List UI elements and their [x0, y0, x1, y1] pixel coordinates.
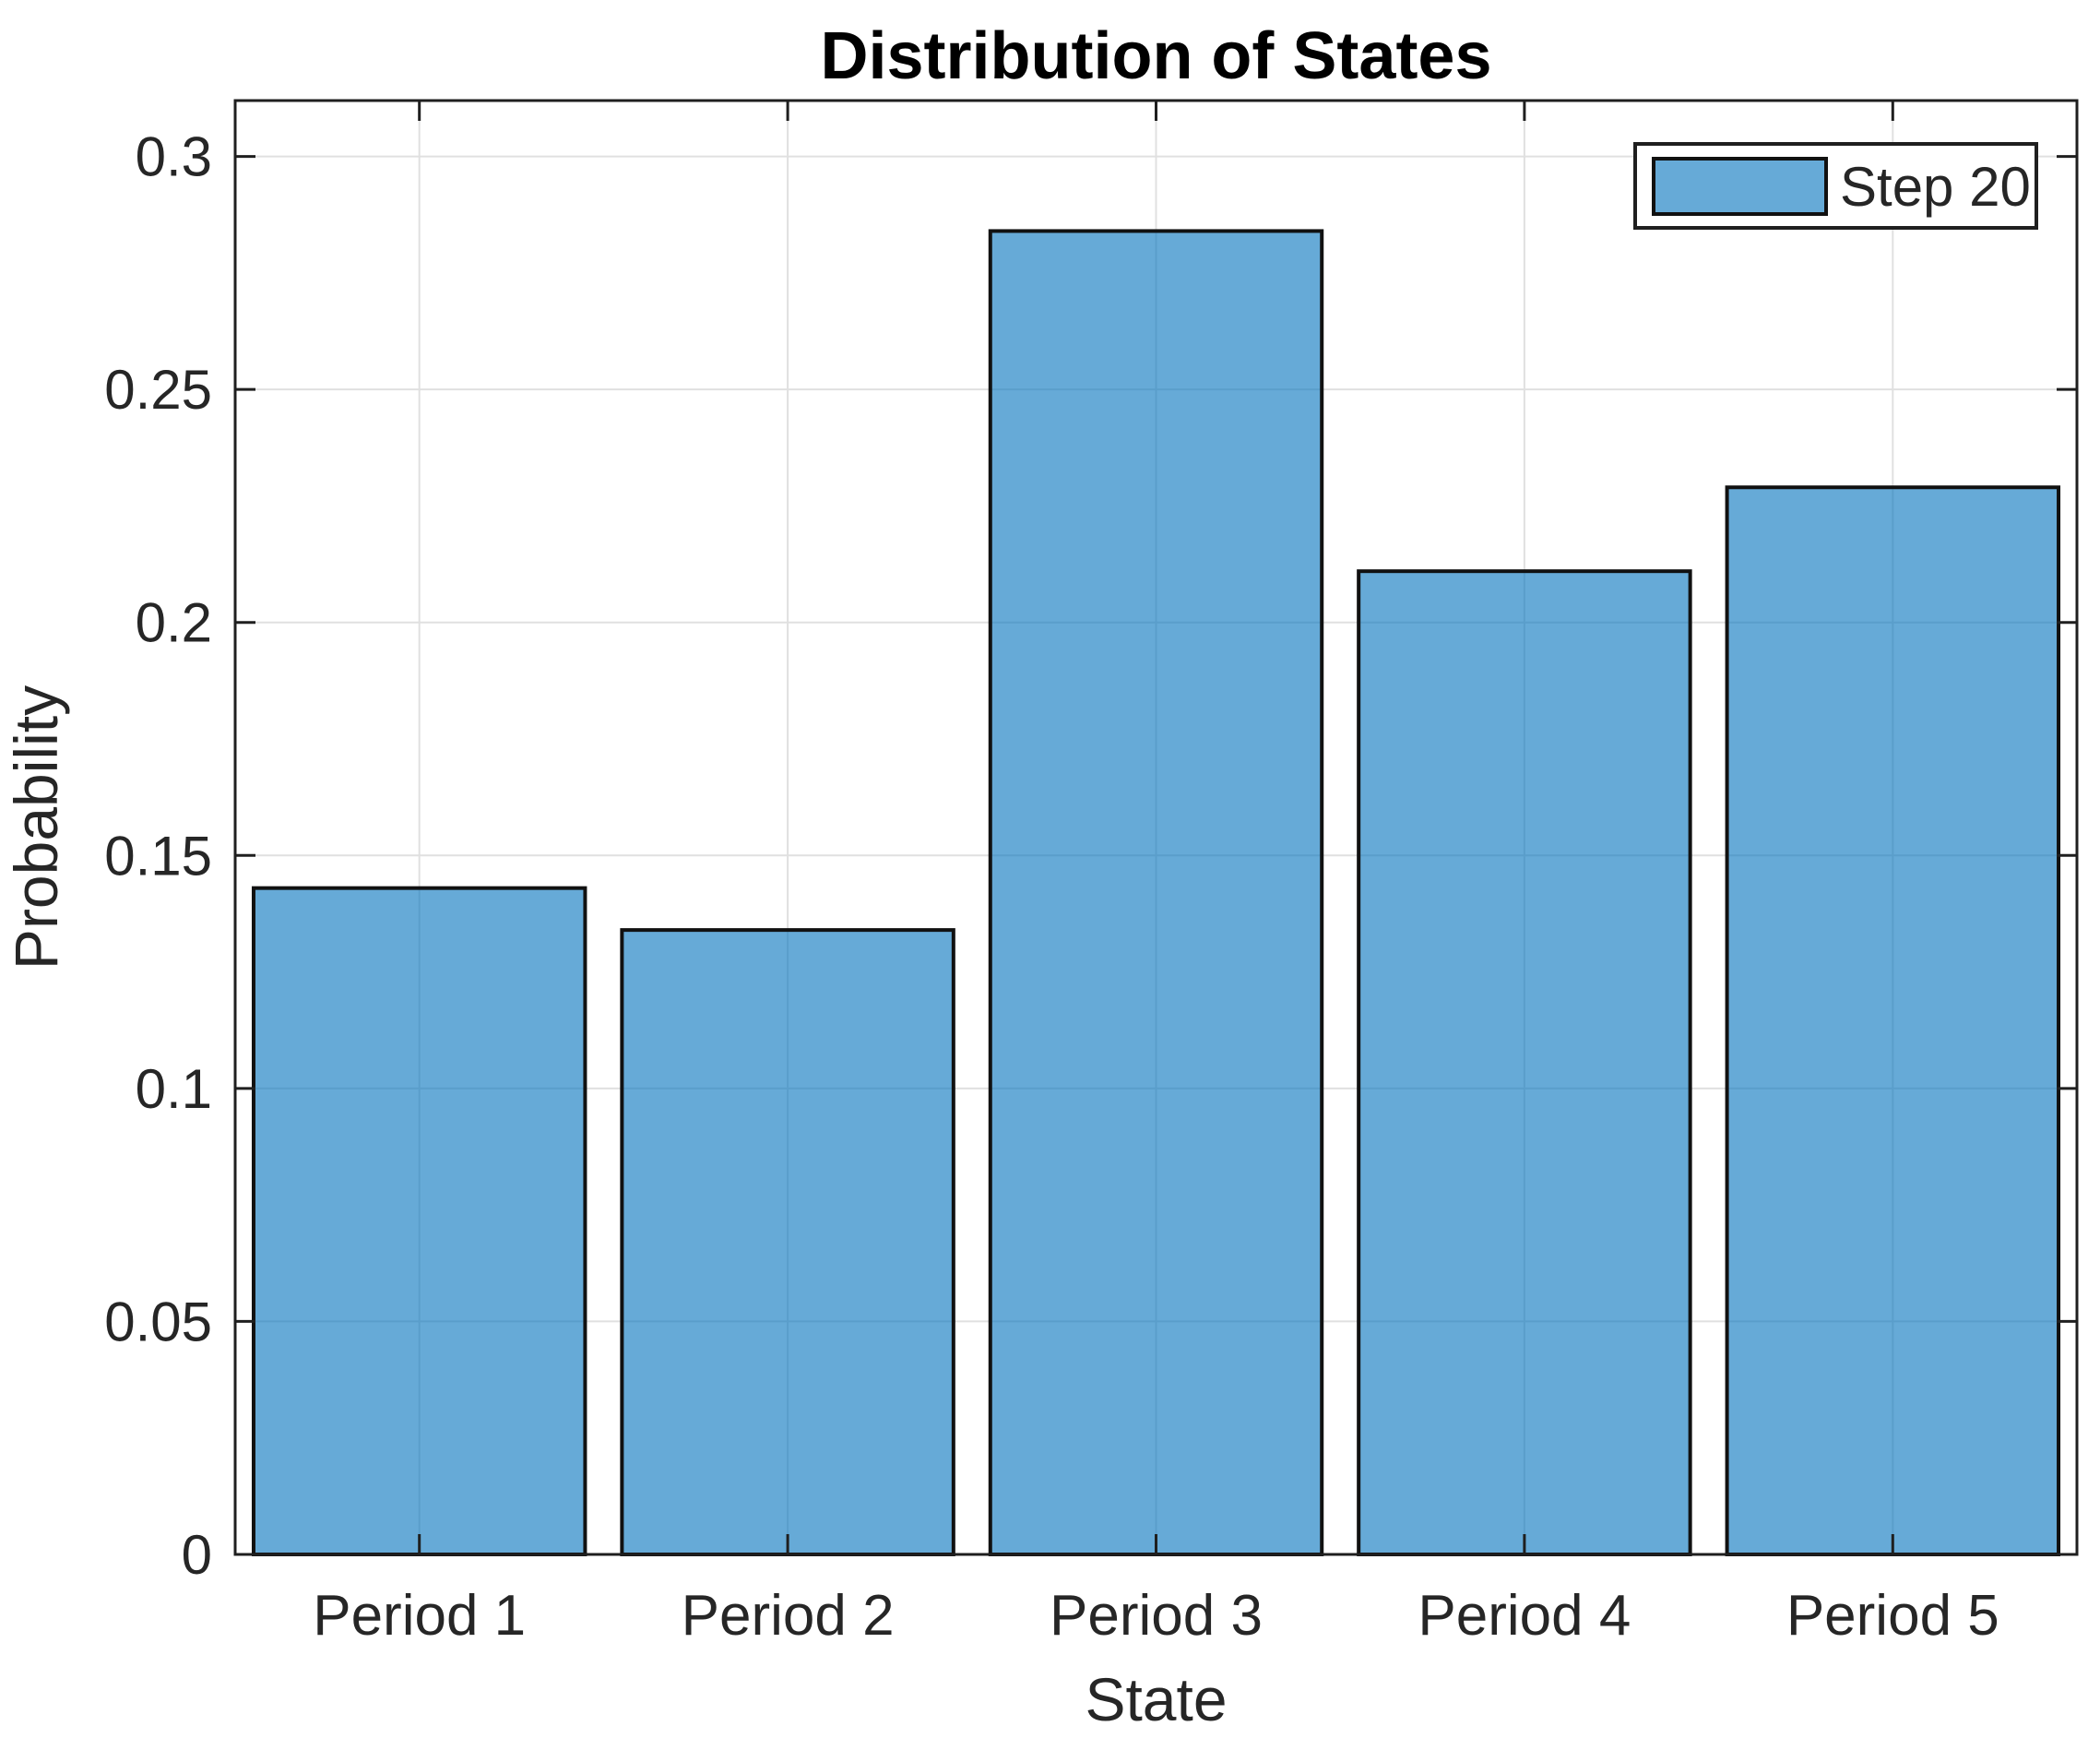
x-axis-label: State — [1085, 1665, 1227, 1733]
x-tick-label: Period 1 — [313, 1584, 526, 1648]
legend-label: Step 20 — [1840, 156, 2031, 218]
bar — [1357, 569, 1692, 1557]
bar — [251, 886, 587, 1556]
y-tick-label: 0.05 — [104, 1291, 212, 1352]
legend-swatch — [1652, 157, 1828, 216]
x-tick-label: Period 5 — [1786, 1584, 1999, 1648]
chart-title: Distribution of States — [820, 19, 1491, 93]
bar — [1725, 485, 2061, 1556]
x-tick-label: Period 4 — [1418, 1584, 1631, 1648]
x-tick-label: Period 3 — [1050, 1584, 1263, 1648]
x-tick-label: Period 2 — [682, 1584, 895, 1648]
y-tick-label: 0.1 — [136, 1058, 212, 1120]
y-tick-label: 0.15 — [104, 825, 212, 887]
y-tick-label: 0 — [182, 1524, 212, 1586]
bar — [988, 229, 1324, 1556]
y-tick-label: 0.25 — [104, 359, 212, 421]
y-tick-label: 0.3 — [136, 126, 212, 188]
y-tick-label: 0.2 — [136, 592, 212, 654]
bar — [620, 928, 955, 1556]
y-axis-label: Probability — [2, 685, 70, 970]
